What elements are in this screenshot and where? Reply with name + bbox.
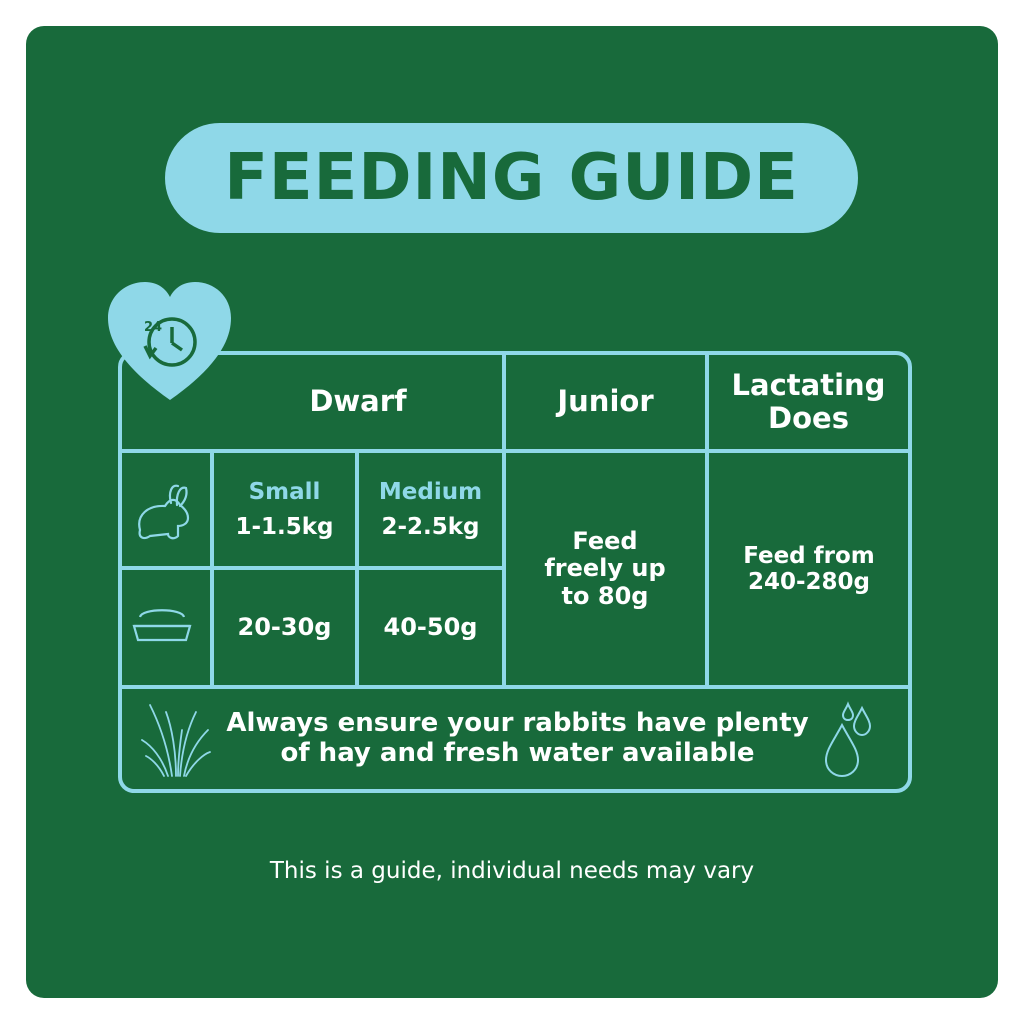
hay-water-note: Always ensure your rabbits have plenty o…	[226, 708, 809, 768]
header-dwarf: Dwarf	[309, 384, 407, 419]
medium-label: Medium	[378, 479, 483, 506]
table-outline	[118, 351, 912, 793]
lactating-feed-amount: Feed from 240-280g	[743, 542, 875, 595]
hay-grass-icon	[141, 704, 211, 777]
dwarf-medium-cell: Medium 2-2.5kg	[357, 451, 504, 568]
disclaimer-text: This is a guide, individual needs may va…	[269, 858, 755, 884]
medium-weight: 2-2.5kg	[381, 513, 480, 540]
food-bowl-icon	[132, 609, 192, 642]
dwarf-small-cell: Small 1-1.5kg	[212, 451, 357, 568]
heart-badge-icon	[108, 282, 231, 400]
small-feed-amount: 20-30g	[237, 612, 332, 641]
small-weight: 1-1.5kg	[235, 513, 334, 540]
header-junior: Junior	[557, 384, 654, 419]
title-banner: FEEDING GUIDE	[165, 123, 858, 233]
rabbit-icon	[138, 484, 190, 540]
water-droplet-icon	[824, 701, 872, 778]
badge-number: 24	[144, 320, 162, 335]
24-hour-clock-icon	[143, 317, 197, 367]
page-title: FEEDING GUIDE	[224, 141, 799, 215]
medium-feed-amount: 40-50g	[383, 612, 478, 641]
small-label: Small	[248, 479, 321, 506]
header-lactating-does: Lactating Does	[731, 367, 886, 435]
junior-feed-amount: Feed freely up to 80g	[544, 526, 666, 610]
